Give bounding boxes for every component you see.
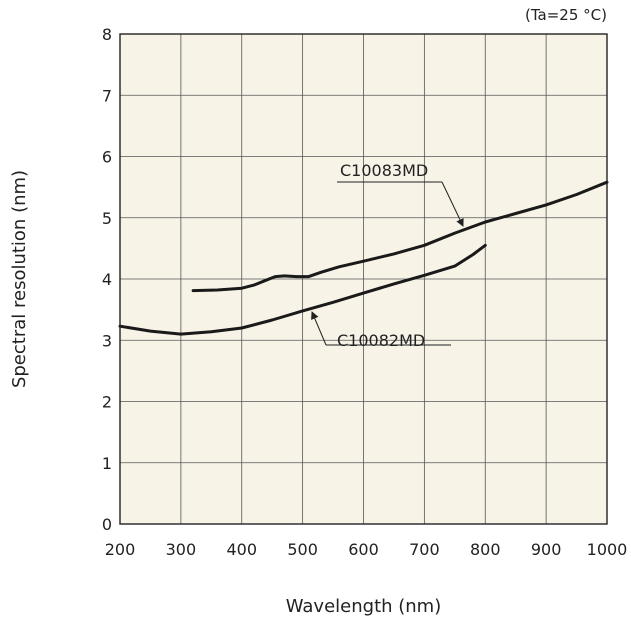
x-tick-label: 400 (226, 540, 257, 559)
x-tick-labels: 200 300 400 500 600 700 800 900 1000 (105, 540, 628, 559)
y-axis-title: Spectral resolution (nm) (9, 170, 30, 388)
x-tick-label: 500 (287, 540, 318, 559)
y-tick-label: 4 (102, 270, 112, 289)
y-tick-label: 7 (102, 86, 112, 105)
plot-frame (119, 33, 608, 525)
series-label-c10082md: C10082MD (337, 331, 425, 350)
x-tick-label: 200 (105, 540, 136, 559)
x-tick-label: 1000 (587, 540, 628, 559)
x-tick-label: 600 (348, 540, 379, 559)
series-labels: C10083MD C10082MD (311, 161, 464, 350)
label-leader-arrow (441, 181, 464, 227)
series-line-c10082md (118, 243, 487, 336)
y-tick-label: 2 (102, 393, 112, 412)
series-lines (118, 180, 609, 336)
x-tick-label: 700 (409, 540, 440, 559)
y-tick-label: 0 (102, 515, 112, 534)
y-tick-label: 6 (102, 148, 112, 167)
y-tick-label: 8 (102, 25, 112, 44)
y-tick-label: 1 (102, 454, 112, 473)
y-tick-label: 5 (102, 209, 112, 228)
x-tick-label: 900 (531, 540, 562, 559)
temperature-condition-note: (Ta=25 °C) (525, 6, 607, 24)
label-leader-arrow (311, 311, 327, 346)
series-label-c10083md: C10083MD (340, 161, 428, 180)
x-tick-label: 800 (470, 540, 501, 559)
x-tick-label: 300 (166, 540, 197, 559)
x-axis-title: Wavelength (nm) (286, 596, 442, 617)
y-tick-labels: 0 1 2 3 4 5 6 7 8 (102, 25, 112, 534)
y-tick-label: 3 (102, 331, 112, 350)
series-line-c10083md (191, 180, 609, 293)
